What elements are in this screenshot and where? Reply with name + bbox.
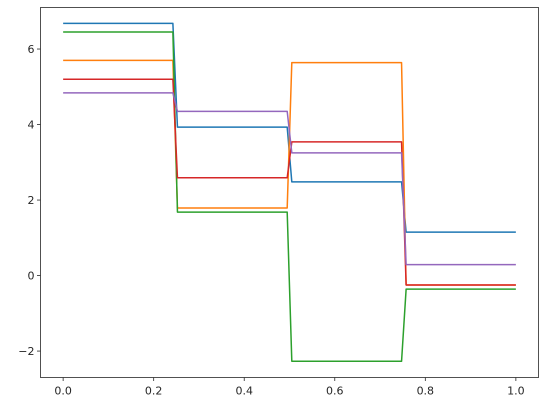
y-tick-label: 0 (28, 270, 35, 283)
x-tick-label: 0.8 (417, 385, 435, 398)
axes-frame (40, 7, 539, 378)
y-tick-label: 2 (28, 194, 35, 207)
x-tick-label: 1.0 (507, 385, 525, 398)
x-axis: 0.0 0.2 0.4 0.6 0.8 1.0 (54, 377, 525, 398)
series-line-4 (63, 78, 516, 286)
y-tick-label: 4 (28, 119, 35, 132)
series-group (63, 22, 516, 363)
x-tick-label: 0.2 (145, 385, 163, 398)
x-tick-label: 0.6 (326, 385, 344, 398)
y-tick-label: −2 (18, 345, 34, 358)
x-tick-label: 0.0 (54, 385, 72, 398)
series-line-3 (63, 31, 516, 363)
series-line-5 (63, 92, 516, 266)
series-line-2 (63, 59, 516, 286)
x-tick-label: 0.4 (235, 385, 253, 398)
y-axis: −2 0 2 4 6 (18, 43, 41, 358)
plot-area (40, 7, 539, 378)
y-tick-label: 6 (28, 43, 35, 56)
